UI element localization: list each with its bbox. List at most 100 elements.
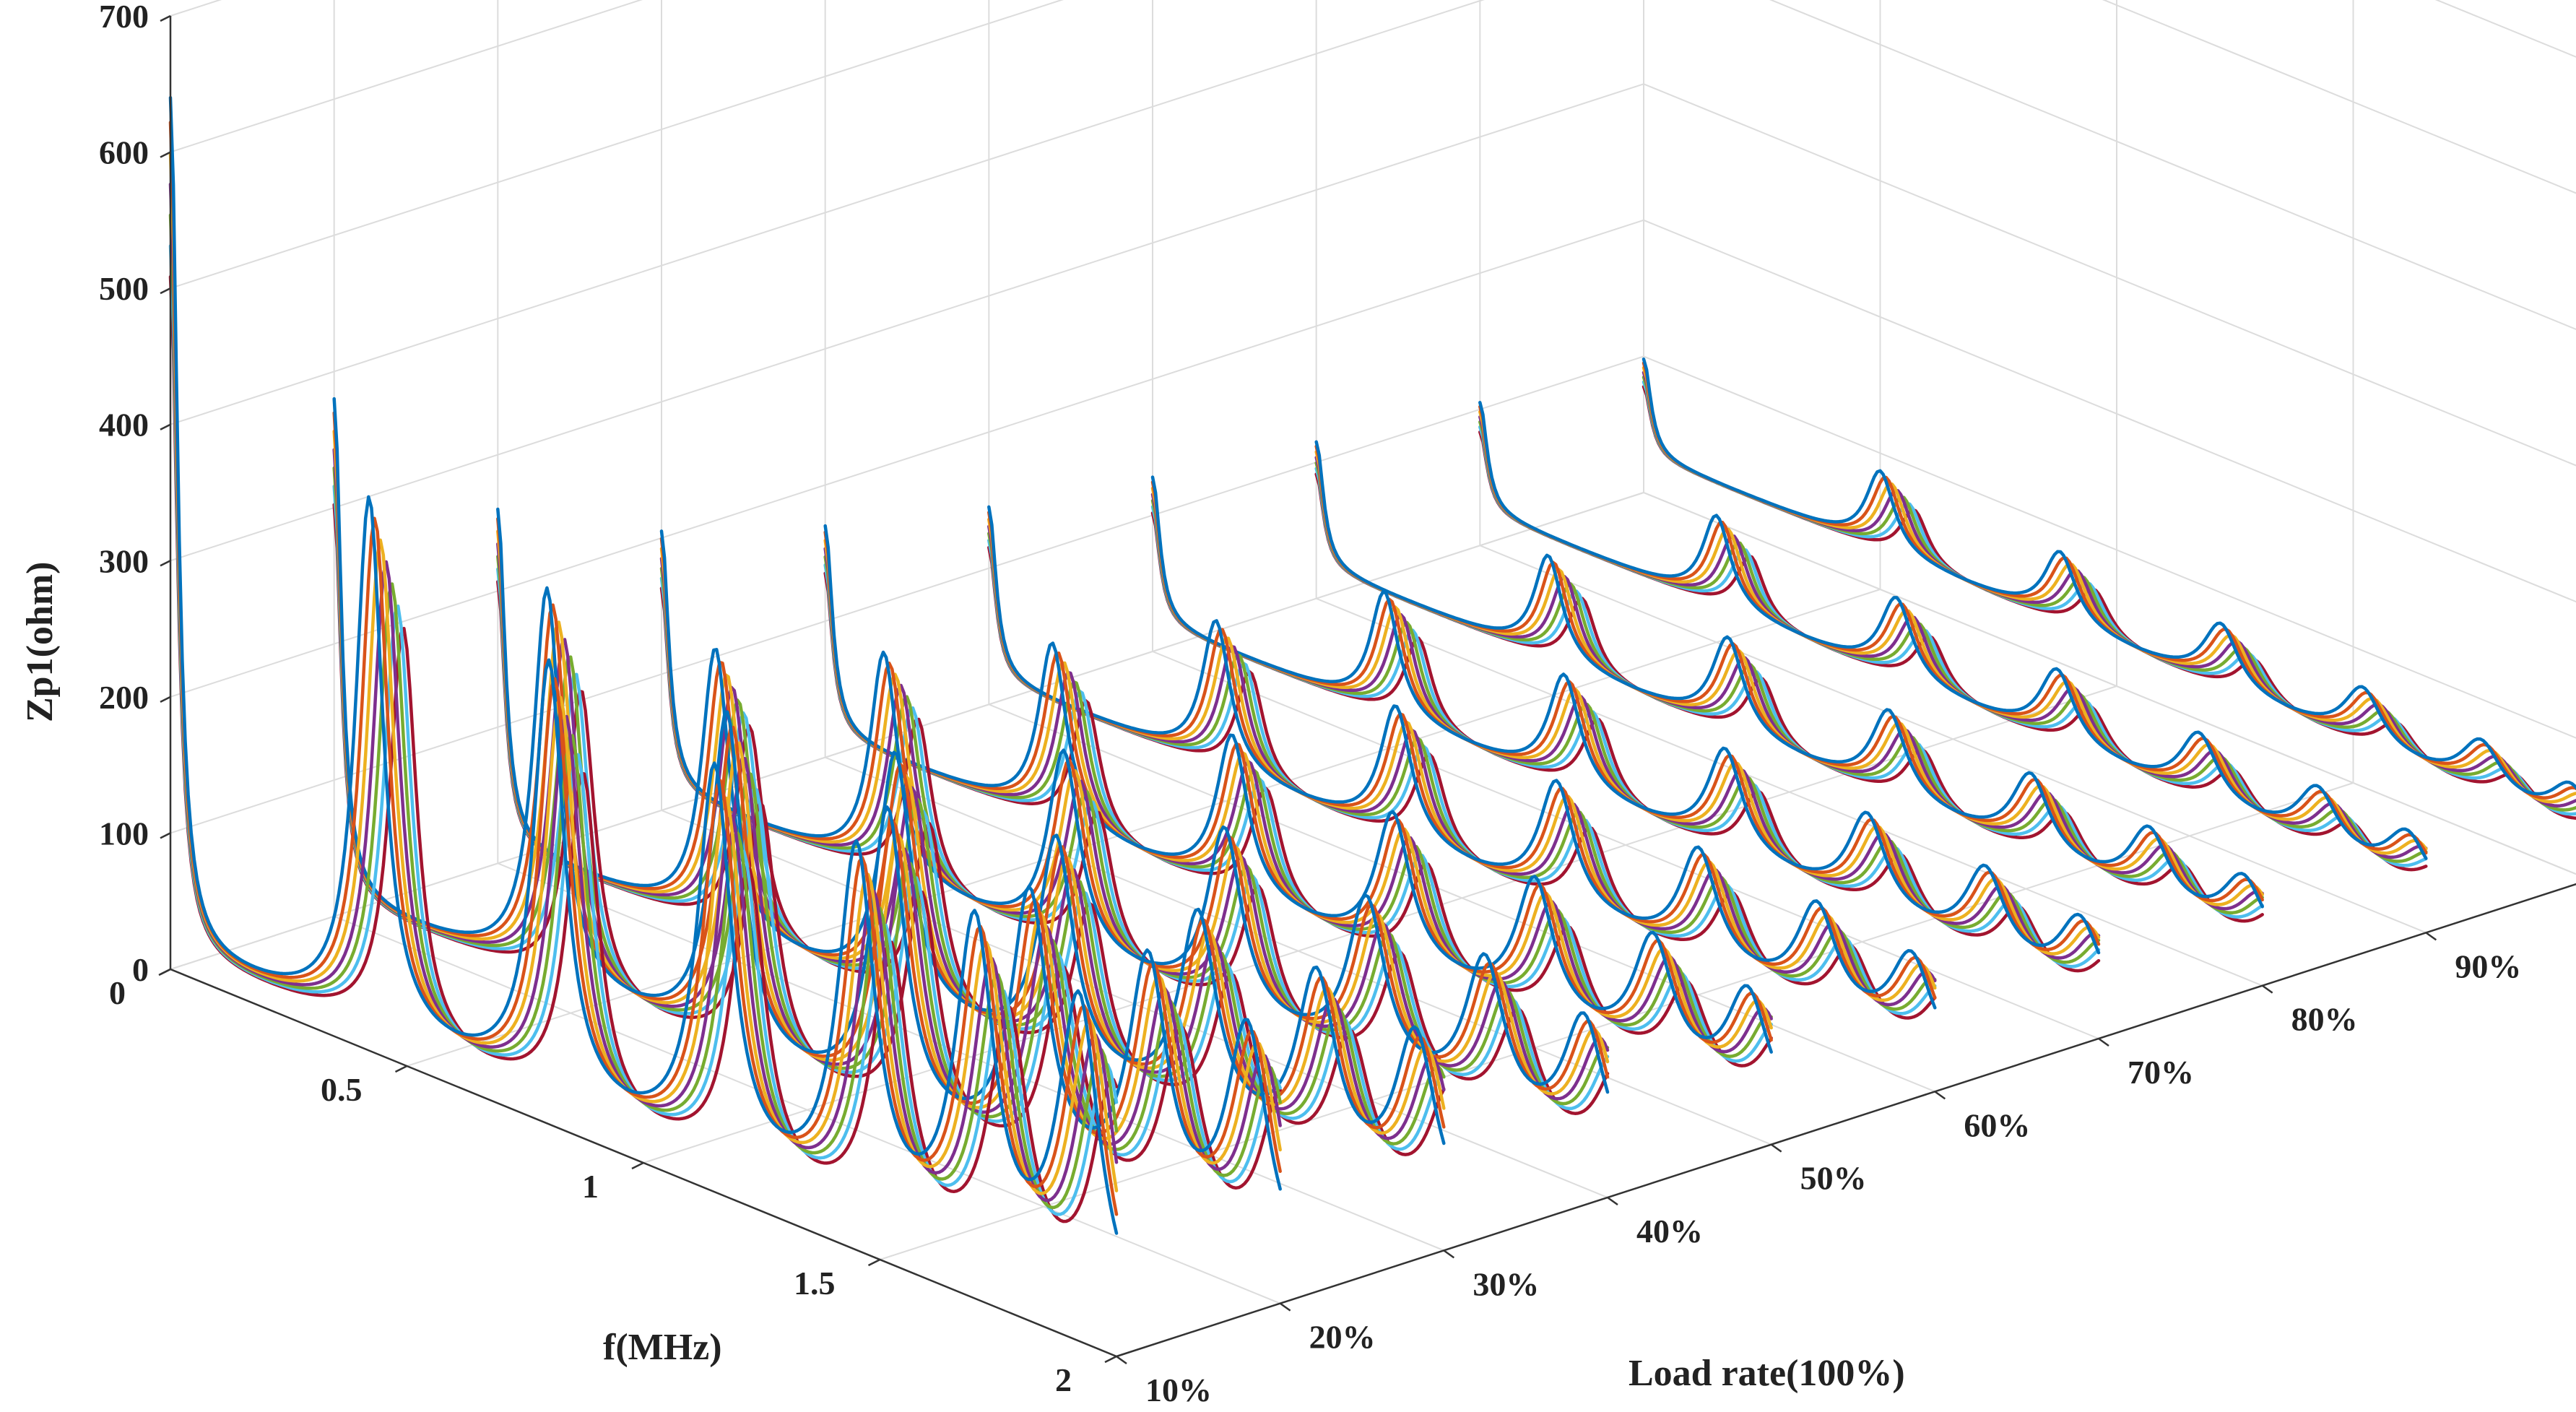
- x-tick-mark: [1279, 1302, 1291, 1312]
- x-tick-mark: [2098, 1037, 2109, 1047]
- series-load-50: [823, 524, 1773, 1067]
- series-curve: [987, 524, 1937, 1007]
- grid-line-side-horizontal: [1643, 219, 2576, 603]
- grid-line-back-horizontal: [170, 0, 1064, 290]
- series-curve: [1314, 440, 2264, 909]
- series-curve: [987, 517, 1937, 1002]
- grid-line-back-horizontal: [170, 83, 1644, 562]
- series-curve: [659, 529, 1610, 1094]
- z-tick-mark: [160, 832, 171, 839]
- y-tick-mark: [867, 1258, 881, 1267]
- series-curve: [496, 567, 1446, 1151]
- x-tick-mark: [1443, 1249, 1455, 1259]
- series-curve: [332, 485, 1282, 1184]
- x-tick-label: 80%: [2291, 1001, 2358, 1038]
- series-curve: [168, 244, 1119, 1216]
- x-tick-label: 70%: [2128, 1054, 2194, 1091]
- x-tick-label: 40%: [1636, 1213, 1703, 1249]
- y-tick-label: 1: [582, 1168, 599, 1205]
- grid-line-side-horizontal: [1643, 83, 2576, 467]
- x-axis-title: Load rate(100%): [1629, 1353, 1905, 1394]
- series-curve: [1150, 475, 2101, 955]
- grid-line-side-horizontal: [1769, 0, 2576, 331]
- grid-line-back-horizontal: [170, 0, 222, 17]
- grid-line-back-horizontal: [170, 0, 1485, 425]
- y-tick-label: 1.5: [794, 1265, 836, 1301]
- series-curve: [168, 95, 1119, 1235]
- series-curve: [496, 507, 1446, 1145]
- z-tick-label: 500: [99, 270, 149, 307]
- x-tick-mark: [1116, 1355, 1127, 1365]
- series-load-10: [168, 95, 1119, 1235]
- y-tick-label: 0.5: [321, 1071, 363, 1108]
- x-tick-label: 60%: [1964, 1106, 2030, 1143]
- x-tick-label: 30%: [1473, 1265, 1539, 1302]
- z-tick-label: 600: [99, 134, 149, 171]
- axes: [158, 14, 2576, 1365]
- y-tick-label: 0: [109, 974, 126, 1011]
- z-tick-mark: [160, 560, 171, 567]
- grid-line-back-horizontal: [170, 219, 1644, 698]
- series-load-70: [1150, 475, 2101, 973]
- series-load-60: [987, 505, 1937, 1020]
- y-tick-mark: [158, 968, 171, 976]
- grid-line-back-horizontal: [170, 355, 1644, 834]
- series-curve: [823, 524, 1773, 1054]
- grid-line-side-horizontal: [1643, 355, 2576, 739]
- grid-line-back-horizontal: [170, 0, 643, 153]
- series-curve: [332, 411, 1282, 1174]
- y-tick-mark: [631, 1161, 644, 1170]
- series-curve: [168, 121, 1119, 1216]
- series-curve: [496, 555, 1446, 1145]
- z-tick-label: 700: [99, 0, 149, 35]
- y-tick-mark: [1104, 1355, 1117, 1364]
- x-tick-mark: [2261, 984, 2273, 994]
- z-tick-mark: [160, 423, 171, 430]
- grid-line-side-horizontal: [2434, 0, 2576, 58]
- z-tick-mark: [160, 151, 171, 158]
- grid-line-side-horizontal: [1643, 492, 2576, 875]
- series-curve: [168, 182, 1119, 1203]
- x-tick-mark: [2425, 932, 2437, 941]
- z-tick-label: 200: [99, 679, 149, 716]
- z-tick-label: 300: [99, 542, 149, 579]
- x-tick-mark: [1770, 1143, 1782, 1153]
- series-load-30: [496, 507, 1446, 1156]
- series-curve: [332, 397, 1282, 1191]
- series-curve: [168, 274, 1119, 1223]
- z-tick-label: 100: [99, 815, 149, 852]
- x-tick-label: 20%: [1309, 1319, 1376, 1356]
- series-load-40: [659, 529, 1610, 1115]
- y-tick-label: 2: [1055, 1361, 1072, 1398]
- x-tick-mark: [1607, 1196, 1618, 1206]
- series-load-20: [332, 397, 1282, 1191]
- x-tick-mark: [1934, 1091, 1946, 1100]
- series-curve: [1642, 357, 2576, 796]
- z-axis-title: Zp1(ohm): [19, 562, 61, 722]
- series-load-100: [1642, 357, 2576, 820]
- y-axis-title: f(MHz): [603, 1327, 722, 1368]
- z-tick-label: 400: [99, 407, 149, 443]
- series-curve: [1478, 425, 2428, 867]
- x-axis-line: [1116, 883, 2576, 1358]
- z-tick-mark: [160, 696, 171, 703]
- tick-labels: 0 100 200 300 400 500 600 700 0 0.5 1 1.5 2 10% 20% 30%…: [99, 0, 2521, 1408]
- series-curve: [168, 151, 1119, 1195]
- grid-line-floor-freq: [407, 589, 1881, 1067]
- z-tick-mark: [160, 287, 171, 295]
- z-tick-label: 0: [132, 951, 149, 988]
- series-curve: [659, 557, 1610, 1101]
- series-load-90: [1478, 401, 2428, 872]
- grid-line-side-horizontal: [2102, 0, 2576, 194]
- x-tick-label: 90%: [2455, 948, 2521, 984]
- series-curve: [1478, 401, 2428, 860]
- series-group: [168, 95, 2576, 1235]
- series-curve: [987, 511, 1937, 1000]
- x-tick-label: 50%: [1800, 1160, 1867, 1197]
- series-curve: [987, 505, 1937, 1010]
- y-tick-mark: [394, 1065, 408, 1073]
- x-tick-label: 10%: [1145, 1372, 1212, 1408]
- grid-line-floor-load: [1643, 492, 2576, 875]
- z-tick-mark: [160, 14, 171, 22]
